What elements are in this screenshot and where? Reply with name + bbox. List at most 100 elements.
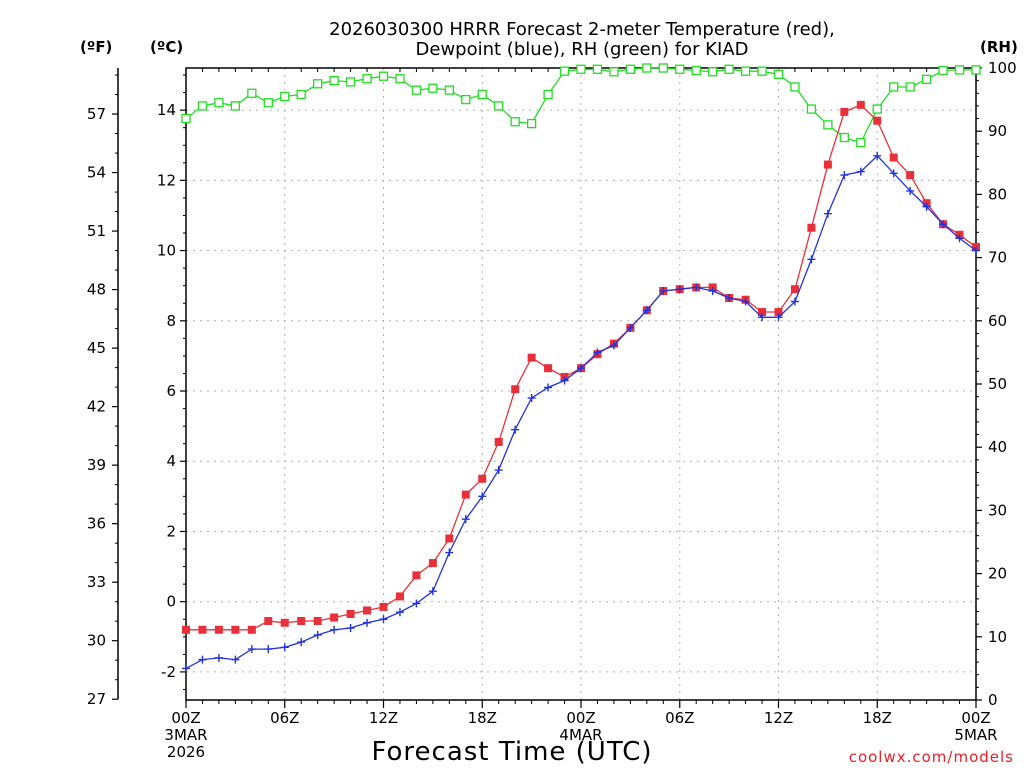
celsius-tick-label: 4 — [166, 452, 176, 470]
temperature-point — [198, 625, 207, 634]
fahrenheit-tick-label: 27 — [87, 690, 106, 708]
dewpoint-point — [445, 548, 454, 557]
rh-point — [494, 101, 504, 111]
dewpoint-point — [363, 618, 372, 627]
fahrenheit-tick-label: 39 — [87, 456, 106, 474]
rh-unit-label: (RH) — [980, 38, 1018, 56]
fahrenheit-unit-label: (ºF) — [80, 38, 112, 56]
rh-point — [823, 120, 833, 130]
celsius-tick-label: 2 — [166, 522, 176, 540]
rh-tick-label: 30 — [988, 501, 1007, 519]
dewpoint-point — [609, 341, 618, 350]
time-date-label: 3MAR — [164, 726, 207, 744]
rh-point — [856, 137, 866, 148]
dewpoint-point — [840, 171, 849, 180]
temperature-point — [231, 625, 240, 634]
rh-tick-label: 50 — [988, 375, 1007, 393]
rh-tick-label: 60 — [988, 312, 1007, 330]
dewpoint-point — [247, 645, 256, 654]
dewpoint-point — [906, 186, 915, 195]
rh-point — [559, 66, 570, 76]
rh-axis-ticks: 0 10 20 30 40 50 60 70 80 90 100 — [976, 59, 1017, 709]
rh-tick-label: 40 — [988, 438, 1007, 456]
dewpoint-point — [807, 255, 816, 264]
rh-point — [296, 89, 306, 100]
dewpoint-point — [626, 323, 635, 332]
temperature-point — [247, 625, 256, 634]
rh-point — [691, 65, 701, 76]
rh-point — [658, 63, 668, 73]
dewpoint-point — [544, 383, 553, 392]
temperature-point — [544, 364, 553, 373]
temperature-point — [264, 617, 273, 625]
dewpoint-point — [758, 313, 767, 322]
celsius-tick-label: 6 — [166, 382, 176, 400]
time-tick-label: 00Z — [566, 709, 595, 727]
celsius-tick-label: 8 — [166, 312, 176, 330]
dewpoint-point — [264, 645, 273, 654]
dewpoint-point — [675, 285, 684, 294]
temperature-point — [840, 107, 849, 116]
rh-point — [477, 89, 487, 100]
temperature-point — [330, 613, 339, 622]
rh-point — [889, 82, 899, 92]
time-date-label: 5MAR — [954, 726, 997, 744]
rh-point — [378, 71, 389, 81]
temperature-point — [511, 385, 520, 394]
rh-point — [872, 104, 882, 114]
temperature-point — [445, 534, 454, 543]
rh-point — [543, 89, 553, 100]
dewpoint-point — [593, 348, 602, 357]
rh-point — [329, 75, 339, 86]
credit-label: coolwx.com/models — [849, 748, 1014, 766]
dewpoint-point — [955, 234, 964, 243]
fahrenheit-axis-ticks: 27 30 33 36 39 42 45 48 51 54 57 — [87, 74, 118, 708]
rh-point — [510, 117, 520, 127]
temperature-point — [461, 490, 470, 499]
celsius-tick-label: -2 — [161, 663, 176, 681]
x-axis-label: Forecast Time (UTC) — [371, 737, 652, 767]
dewpoint-point — [330, 625, 339, 634]
dewpoint-point — [692, 283, 701, 292]
time-tick-label: 06Z — [270, 709, 299, 727]
dewpoint-point — [395, 608, 404, 617]
rh-tick-label: 0 — [988, 691, 998, 709]
temperature-point — [478, 474, 487, 483]
rh-point — [806, 104, 817, 114]
temperature-point — [889, 153, 898, 162]
dewpoint-point — [560, 376, 569, 385]
temperature-point — [807, 223, 816, 232]
rh-tick-label: 10 — [988, 628, 1007, 646]
rh-point — [757, 66, 767, 76]
fahrenheit-tick-label: 57 — [87, 105, 106, 123]
rh-point — [526, 118, 537, 129]
celsius-tick-label: 0 — [166, 593, 176, 611]
time-tick-label: 00Z — [961, 709, 990, 727]
temperature-point — [412, 571, 421, 580]
temperature-point — [395, 592, 404, 601]
rh-point — [724, 64, 734, 74]
rh-point — [675, 64, 685, 74]
temperature-point — [214, 625, 223, 634]
rh-series — [181, 63, 981, 148]
time-tick-label: 06Z — [665, 709, 694, 727]
rh-point — [313, 79, 323, 89]
temperature-point — [363, 606, 372, 615]
rh-tick-label: 90 — [988, 122, 1007, 140]
rh-point — [247, 88, 257, 98]
dewpoint-point — [412, 599, 421, 608]
rh-point — [790, 82, 800, 92]
temperature-point — [774, 308, 783, 317]
rh-point — [428, 83, 438, 93]
dewpoint-point — [346, 624, 355, 633]
rh-point — [197, 101, 208, 111]
dewpoint-point — [725, 293, 734, 302]
temperature-point — [906, 171, 915, 180]
dewpoint-point — [494, 466, 503, 475]
temperature-point — [758, 308, 767, 317]
dewpoint-point — [790, 297, 799, 306]
rh-point — [905, 82, 915, 92]
